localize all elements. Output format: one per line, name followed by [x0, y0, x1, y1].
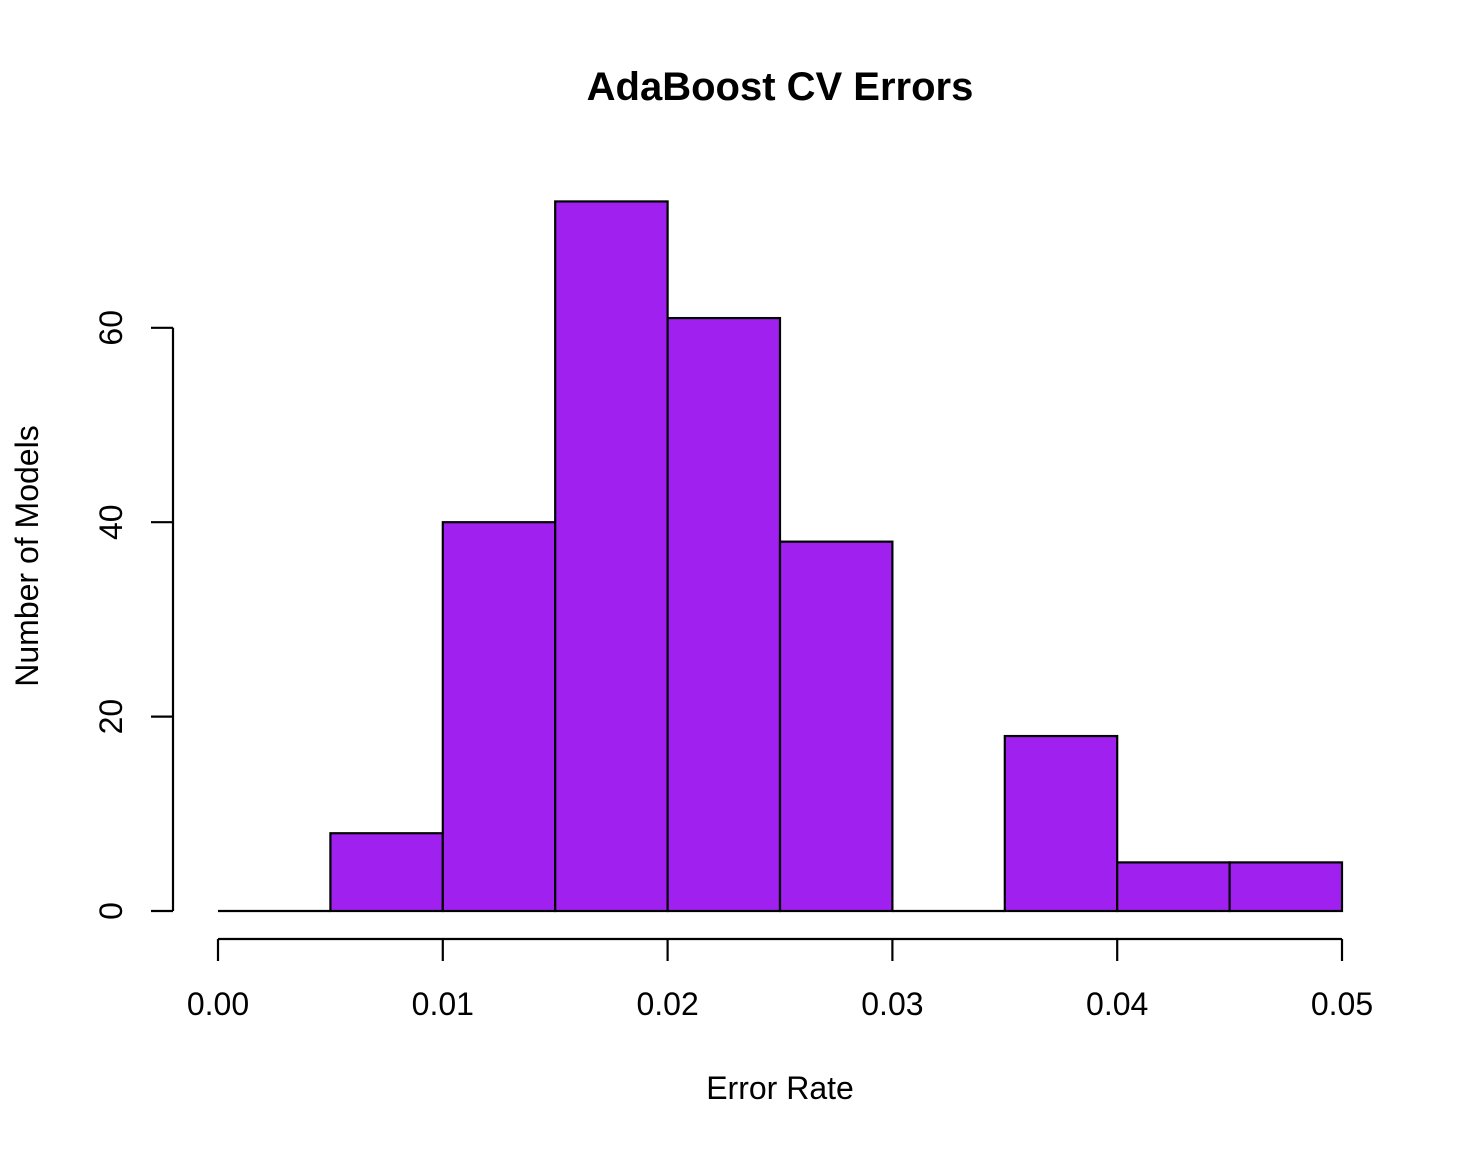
x-tick-label-4: 0.04 — [1086, 986, 1148, 1022]
y-axis: 0 20 40 60 — [93, 310, 175, 920]
histogram-bar-8 — [1116, 861, 1231, 913]
y-tick-label-3: 60 — [93, 310, 129, 346]
histogram-bar-1 — [329, 832, 444, 913]
histogram-bar-3 — [554, 200, 669, 913]
x-tick-label-2: 0.02 — [636, 986, 698, 1022]
y-axis-label: Number of Models — [9, 425, 45, 686]
x-axis: 0.00 0.01 0.02 0.03 0.04 0.05 — [187, 937, 1373, 1022]
chart-title: AdaBoost CV Errors — [587, 65, 974, 109]
histogram-bar-9 — [1228, 861, 1344, 913]
x-axis-label: Error Rate — [706, 1070, 854, 1106]
y-tick-label-0: 0 — [93, 902, 129, 920]
x-tick-label-3: 0.03 — [861, 986, 923, 1022]
histogram-bar-4 — [666, 316, 782, 913]
histogram-bar-5 — [778, 540, 894, 913]
histogram-bar-2 — [441, 521, 557, 913]
bars-group — [218, 200, 1344, 913]
x-tick-label-0: 0.00 — [187, 986, 249, 1022]
x-tick-label-5: 0.05 — [1311, 986, 1373, 1022]
histogram-bar-7 — [1003, 734, 1119, 913]
x-tick-label-1: 0.01 — [412, 986, 474, 1022]
y-tick-label-2: 40 — [93, 504, 129, 540]
y-tick-label-1: 20 — [93, 699, 129, 735]
